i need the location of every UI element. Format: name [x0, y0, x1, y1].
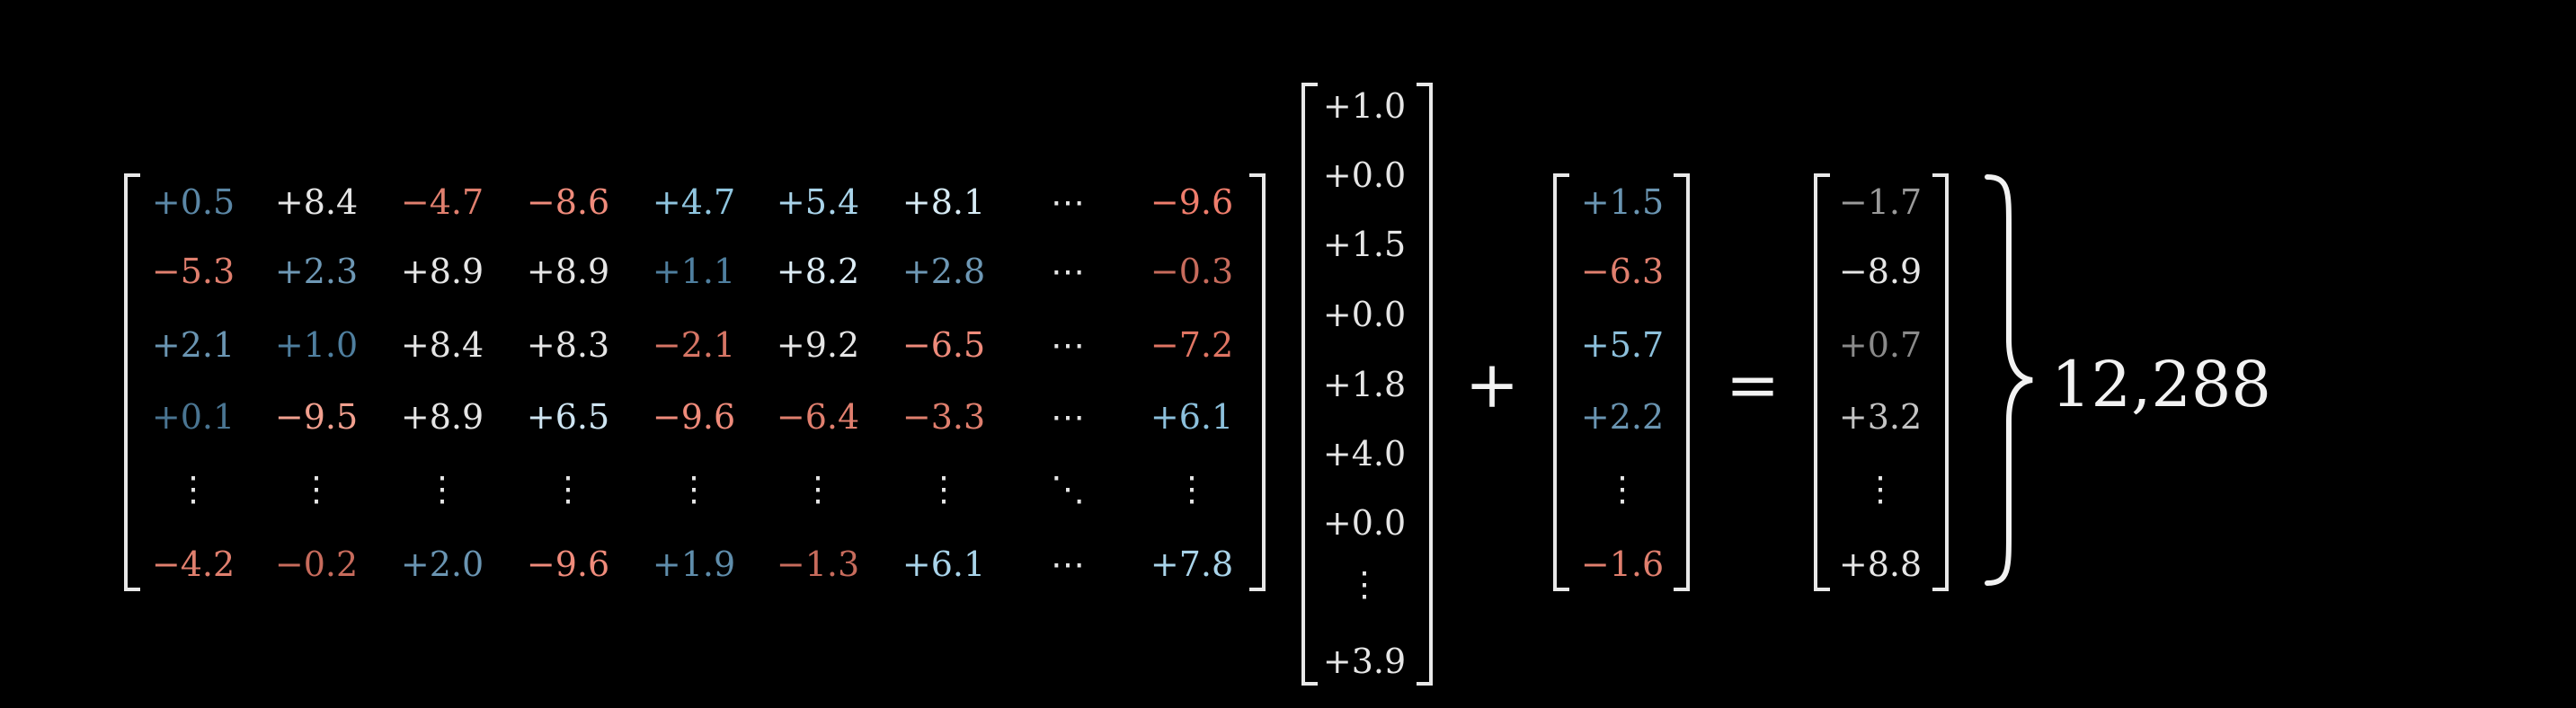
matrix-cell: +2.1 [151, 325, 235, 365]
output-vector-cell: −1.7 [1838, 182, 1923, 222]
input-vector-cell: +4.0 [1322, 434, 1407, 473]
matrix-cell: ⋯ [1051, 252, 1085, 291]
matrix-cell: −9.6 [526, 544, 610, 584]
output-vector-cell: −8.9 [1838, 252, 1923, 291]
matrix-cell: ⋮ [801, 469, 835, 509]
matrix-cell: +8.2 [776, 252, 860, 291]
matrix-cell: ⋮ [927, 469, 961, 509]
output-vector-cell: +8.8 [1838, 544, 1923, 584]
equals-sign: = [1725, 347, 1781, 422]
output-vector-cell: +3.2 [1838, 397, 1923, 437]
bias-vector-cell: −1.6 [1580, 544, 1665, 584]
input-vector-right-bracket [1417, 83, 1433, 686]
matrix-cell: ⋮ [551, 469, 585, 509]
plus-sign: + [1464, 347, 1520, 422]
bias-vector-right-bracket [1674, 173, 1690, 591]
matrix-cell: ⋱ [1051, 469, 1085, 509]
matrix-cell: +6.1 [1150, 397, 1234, 437]
matrix-cell: +8.1 [902, 182, 986, 222]
matrix-cell: +8.4 [400, 325, 484, 365]
matrix-cell: ⋮ [176, 469, 210, 509]
output-vector-right-bracket [1932, 173, 1949, 591]
dimension-label: 12,288 [2051, 348, 2271, 421]
matrix-cell: +8.9 [526, 252, 610, 291]
matrix-cell: −0.3 [1150, 252, 1234, 291]
matrix-cell: −7.2 [1150, 325, 1234, 365]
output-vector-cell: +0.7 [1838, 325, 1923, 365]
matrix-cell: ⋮ [677, 469, 711, 509]
input-vector-cell: +3.9 [1322, 642, 1407, 681]
matrix-cell: +2.0 [400, 544, 484, 584]
bias-vector-cell: −6.3 [1580, 252, 1665, 291]
matrix-cell: +1.9 [652, 544, 736, 584]
matrix-cell: ⋯ [1051, 544, 1085, 584]
matrix-cell: ⋯ [1051, 325, 1085, 365]
output-vector-left-bracket [1814, 173, 1830, 591]
matrix-cell: −9.6 [652, 397, 736, 437]
matrix-cell: +2.3 [274, 252, 359, 291]
matrix-cell: ⋯ [1051, 182, 1085, 222]
matrix-cell: −5.3 [151, 252, 235, 291]
matrix-cell: −2.1 [652, 325, 736, 365]
matrix-cell: +2.8 [902, 252, 986, 291]
matrix-cell: −4.2 [151, 544, 235, 584]
input-vector-cell: +0.0 [1322, 503, 1407, 543]
matrix-cell: +1.1 [652, 252, 736, 291]
input-vector-cell: +1.8 [1322, 365, 1407, 404]
matrix-cell: −1.3 [776, 544, 860, 584]
matrix-cell: +9.2 [776, 325, 860, 365]
input-vector-left-bracket [1301, 83, 1318, 686]
matrix-cell: ⋮ [1175, 469, 1209, 509]
right-curly-brace [1985, 174, 2033, 586]
matrix-cell: +4.7 [652, 182, 736, 222]
matrix-cell: −6.5 [902, 325, 986, 365]
matrix-cell: +0.5 [151, 182, 235, 222]
matrix-cell: −3.3 [902, 397, 986, 437]
matrix-cell: +7.8 [1150, 544, 1234, 584]
matrix-cell: ⋮ [425, 469, 459, 509]
bias-vector-cell: ⋮ [1605, 469, 1639, 509]
matrix-cell: ⋯ [1051, 397, 1085, 437]
matrix-right-bracket [1249, 173, 1266, 591]
bias-vector-cell: +2.2 [1580, 397, 1665, 437]
matrix-cell: +8.3 [526, 325, 610, 365]
bias-vector-cell: +1.5 [1580, 182, 1665, 222]
input-vector-cell: +1.5 [1322, 225, 1407, 264]
matrix-cell: +6.5 [526, 397, 610, 437]
matrix-cell: −0.2 [274, 544, 359, 584]
matrix-cell: ⋮ [299, 469, 333, 509]
input-vector-cell: +0.0 [1322, 155, 1407, 195]
matrix-cell: +8.9 [400, 397, 484, 437]
matrix-cell: +0.1 [151, 397, 235, 437]
input-vector-cell: +1.0 [1322, 86, 1407, 126]
input-vector-cell: ⋮ [1347, 564, 1381, 604]
matrix-cell: +8.4 [274, 182, 359, 222]
matrix-cell: +5.4 [776, 182, 860, 222]
matrix-cell: −9.5 [274, 397, 359, 437]
bias-vector-left-bracket [1553, 173, 1569, 591]
matrix-cell: −9.6 [1150, 182, 1234, 222]
matrix-cell: +8.9 [400, 252, 484, 291]
input-vector-cell: +0.0 [1322, 295, 1407, 334]
bias-vector-cell: +5.7 [1580, 325, 1665, 365]
matrix-cell: +1.0 [274, 325, 359, 365]
matrix-left-bracket [124, 173, 140, 591]
output-vector-cell: ⋮ [1863, 469, 1897, 509]
matrix-cell: −4.7 [400, 182, 484, 222]
matrix-cell: −8.6 [526, 182, 610, 222]
matrix-cell: +6.1 [902, 544, 986, 584]
matrix-cell: −6.4 [776, 397, 860, 437]
